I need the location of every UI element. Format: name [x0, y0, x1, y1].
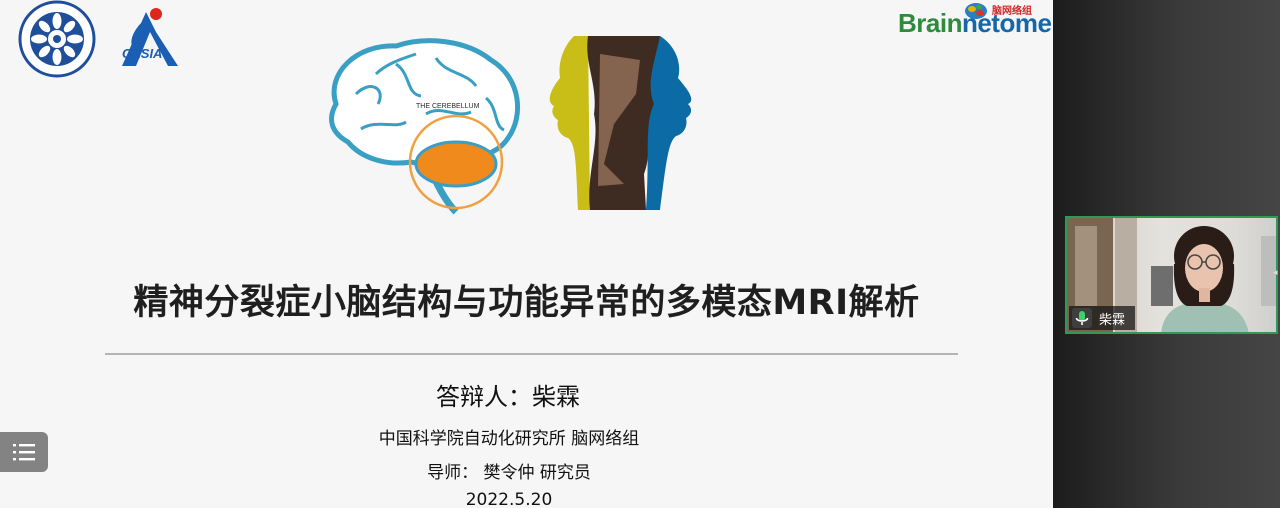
- participant-name-tag: 柴霖: [1069, 306, 1135, 330]
- microphone-icon: [1075, 311, 1089, 325]
- brain-logo-icon: [965, 3, 987, 19]
- brainnetome-logo: 脑网络组 Brainnetome: [898, 2, 1052, 40]
- list-icon: [13, 444, 35, 461]
- presenter-line: 答辩人：柴霖: [436, 383, 580, 411]
- cerebellum-label: THE CEREBELLUM: [416, 103, 480, 110]
- advisor-line: 导师： 樊令仲 研究员: [427, 463, 591, 483]
- slide-title: 精神分裂症小脑结构与功能异常的多模态MRI解析: [133, 283, 920, 323]
- brainnetome-wordmark: Brainnetome: [898, 8, 1052, 38]
- participant-name: 柴霖: [1099, 313, 1126, 328]
- date-line: 2022.5.20: [465, 490, 553, 508]
- brain-cerebellum-illustration: THE CEREBELLUM: [329, 38, 521, 215]
- casia-logo-text: CASIA: [122, 46, 162, 61]
- mic-badge[interactable]: [1072, 308, 1092, 328]
- slide-menu-button[interactable]: [0, 432, 48, 472]
- faces-illustration: [549, 36, 692, 210]
- institute-line: 中国科学院自动化研究所 脑网络组: [378, 429, 640, 449]
- casia-logo: CASIA: [122, 8, 178, 66]
- brainnetome-cn-label: 脑网络组: [992, 6, 1032, 17]
- collapse-panel-handle[interactable]: ◂: [1273, 268, 1278, 278]
- title-divider: [105, 353, 958, 355]
- presentation-slide: CASIA 脑网络组 Brainnetome THE CEREBELLUM: [0, 0, 1053, 508]
- cas-seal-logo: [18, 0, 96, 78]
